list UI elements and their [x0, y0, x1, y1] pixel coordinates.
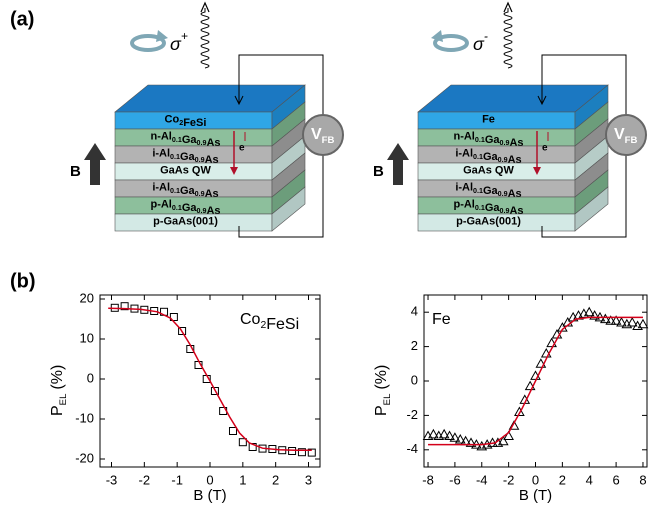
point: [456, 435, 465, 443]
y-tick-label: 0: [87, 370, 94, 385]
polarization: σ-: [473, 29, 488, 54]
y-tick-label: 0: [411, 372, 418, 387]
formula: GaAs QW: [463, 164, 514, 176]
field-arrow: [84, 143, 106, 185]
x-tick-label: 1: [239, 472, 246, 487]
point: [477, 442, 486, 450]
point: [450, 433, 459, 441]
point: [289, 448, 296, 455]
formula: GaAs QW: [160, 164, 211, 176]
electron-label: e: [239, 143, 245, 154]
y-tick-label: -20: [75, 450, 94, 465]
x-tick-label: 2: [272, 472, 279, 487]
photon: [504, 8, 512, 68]
polarization: σ+: [170, 29, 188, 54]
label-main: P: [373, 405, 390, 416]
label-sub: FB: [322, 134, 335, 145]
x-tick-label: -8: [422, 472, 434, 487]
label-unit: (%): [373, 365, 390, 390]
point: [229, 428, 236, 435]
formula: p-GaAs(001): [153, 215, 218, 227]
x-tick-label: -1: [171, 472, 183, 487]
point: [601, 315, 610, 323]
x-tick-label: 0: [206, 472, 213, 487]
x-axis-label: B (T): [193, 487, 226, 504]
label-sub: FB: [625, 134, 638, 145]
x-tick-label: 3: [305, 472, 312, 487]
point: [440, 430, 449, 438]
point: [424, 432, 433, 440]
y-tick-label: -4: [406, 441, 418, 456]
panel-label: (a): [10, 8, 34, 30]
formula: Fe: [432, 311, 451, 328]
x-tick-label: -4: [476, 472, 488, 487]
x-tick-label: -2: [503, 472, 515, 487]
x-tick-label: 0: [532, 472, 539, 487]
x-tick-label: 8: [639, 472, 646, 487]
field-label: B: [373, 163, 384, 180]
point: [499, 437, 508, 445]
x-axis-label: B (T): [519, 487, 552, 504]
electron-label: e: [542, 143, 548, 154]
x-tick-label: -3: [106, 472, 118, 487]
point: [617, 318, 626, 326]
panel-label: (b): [10, 270, 36, 292]
label: PEL (%): [373, 365, 392, 416]
point: [429, 430, 438, 438]
label: PEL (%): [49, 365, 68, 416]
x-tick-label: 4: [586, 472, 593, 487]
y-tick-label: 4: [411, 304, 418, 319]
polarization-sup: +: [181, 29, 188, 43]
layer: [418, 112, 575, 129]
label-main: V: [614, 126, 625, 143]
y-tick-label: -10: [75, 410, 94, 425]
point: [622, 320, 631, 328]
x-tick-label: 6: [612, 472, 619, 487]
point: [434, 432, 443, 440]
formula: Co2FeSi: [240, 311, 299, 333]
label-unit: (%): [49, 365, 66, 390]
point: [461, 437, 470, 445]
y-tick-label: 20: [80, 290, 94, 305]
label-main: V: [311, 126, 322, 143]
page: (a) (b) Co2FeSin-Al0.1Ga0.9Asi-Al0.1Ga0.…: [0, 0, 655, 510]
label-sub: EL: [57, 393, 68, 405]
point: [638, 320, 647, 328]
photon: [201, 8, 209, 68]
polarization-sup: -: [484, 29, 488, 43]
field-label: B: [70, 163, 81, 180]
point: [579, 309, 588, 317]
label-sub: EL: [381, 393, 392, 405]
label-main: P: [49, 405, 66, 416]
x-tick-label: -2: [139, 472, 151, 487]
fit-line: [428, 317, 643, 444]
y-tick-label: 2: [411, 338, 418, 353]
y-tick-label: 10: [80, 330, 94, 345]
x-tick-label: -6: [449, 472, 461, 487]
point: [445, 432, 454, 440]
field-arrow: [387, 143, 409, 185]
x-tick-label: 2: [559, 472, 566, 487]
y-tick-label: -2: [406, 407, 418, 422]
formula: Fe: [482, 113, 495, 125]
figure: (a) (b) Co2FeSin-Al0.1Ga0.9Asi-Al0.1Ga0.…: [0, 0, 655, 510]
formula: p-GaAs(001): [456, 215, 521, 227]
